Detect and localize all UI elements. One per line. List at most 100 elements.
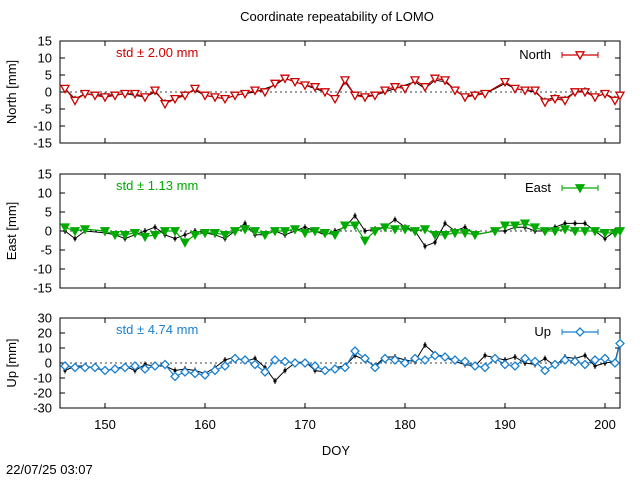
- data-point: [510, 361, 520, 371]
- timestamp: 22/07/25 03:07: [6, 462, 93, 477]
- reference-point: [503, 229, 507, 233]
- data-point: [319, 229, 331, 239]
- data-point: [499, 77, 511, 88]
- reference-point: [543, 356, 547, 361]
- data-point: [610, 358, 620, 368]
- data-point: [129, 229, 141, 239]
- data-point: [189, 230, 201, 241]
- data-point: [369, 91, 381, 101]
- data-point: [70, 362, 80, 373]
- data-point: [389, 225, 401, 235]
- data-point: [129, 89, 141, 100]
- y-axis-label: North [mm]: [4, 60, 19, 124]
- data-point: [439, 230, 451, 241]
- reference-point: [283, 368, 287, 373]
- data-point: [270, 355, 280, 365]
- data-point: [169, 227, 181, 237]
- data-point: [329, 94, 341, 105]
- data-point: [150, 361, 160, 371]
- data-point: [439, 76, 451, 86]
- data-point: [500, 359, 510, 370]
- chart-title: Coordinate repeatability of LOMO: [240, 9, 434, 24]
- data-point: [390, 355, 400, 365]
- data-point: [190, 368, 200, 379]
- data-point: [614, 91, 626, 101]
- y-tick-label: -10: [33, 371, 52, 386]
- data-point: [519, 86, 531, 96]
- data-point: [219, 230, 231, 241]
- data-point: [160, 359, 170, 370]
- data-point: [479, 89, 491, 100]
- data-point: [110, 364, 120, 374]
- data-point: [360, 353, 370, 364]
- data-point: [59, 223, 71, 233]
- data-point: [349, 221, 361, 231]
- data-point: [529, 223, 541, 233]
- data-point: [260, 367, 270, 377]
- reference-point: [303, 225, 307, 229]
- reference-point: [563, 221, 567, 225]
- y-tick-label: -10: [33, 262, 52, 277]
- data-point: [419, 225, 431, 235]
- data-point: [330, 364, 340, 374]
- data-point: [259, 88, 271, 98]
- data-point: [369, 227, 381, 237]
- data-point: [599, 229, 611, 239]
- data-point: [189, 84, 201, 94]
- data-point: [409, 76, 421, 86]
- panel-east: -15 -10 -5 0 5 10 15 East [mm] std ± 1.13 mm East: [4, 167, 626, 296]
- data-point: [410, 353, 420, 364]
- y-tick-label: 10: [38, 51, 52, 66]
- data-point: [509, 84, 521, 94]
- data-point: [520, 353, 530, 364]
- reference-point: [353, 214, 357, 218]
- data-point: [389, 83, 401, 93]
- reference-point: [73, 237, 77, 241]
- data-point: [240, 355, 250, 365]
- y-tick-label: 5: [45, 68, 52, 83]
- data-point: [519, 219, 531, 229]
- data-point: [579, 88, 591, 98]
- data-point: [380, 353, 390, 364]
- data-point: [79, 89, 91, 100]
- data-point: [499, 221, 511, 231]
- reference-point: [603, 237, 607, 241]
- data-point: [550, 359, 560, 370]
- data-point: [210, 365, 220, 376]
- legend-label: North: [519, 47, 551, 62]
- y-tick-label: 15: [38, 167, 52, 182]
- data-point: [239, 89, 251, 100]
- reference-point: [223, 358, 227, 362]
- data-point: [179, 238, 191, 248]
- y-tick-label: 10: [38, 341, 52, 356]
- data-point: [229, 227, 241, 237]
- data-point: [199, 229, 211, 239]
- data-point: [580, 359, 590, 370]
- x-tick-label: 200: [594, 417, 616, 432]
- data-point: [469, 230, 481, 241]
- data-point: [219, 94, 231, 105]
- data-point: [289, 77, 301, 88]
- data-point: [319, 88, 331, 98]
- data-point: [469, 91, 481, 101]
- x-tick-label: 150: [94, 417, 116, 432]
- data-point: [109, 91, 121, 101]
- data-point: [569, 88, 581, 98]
- data-point: [99, 93, 111, 103]
- reference-point: [443, 221, 447, 225]
- data-point: [109, 230, 121, 241]
- std-label: std ± 1.13 mm: [116, 178, 198, 193]
- data-point: [429, 74, 441, 84]
- data-point: [615, 338, 625, 349]
- data-point: [540, 365, 550, 376]
- data-point: [149, 230, 161, 241]
- data-point: [69, 96, 81, 106]
- data-point: [269, 79, 281, 89]
- std-label: std ± 2.00 mm: [116, 45, 198, 60]
- x-tick-label: 170: [294, 417, 316, 432]
- data-point: [460, 356, 470, 367]
- data-point: [310, 361, 320, 371]
- data-point: [79, 225, 91, 235]
- data-point: [490, 353, 500, 364]
- data-point: [370, 362, 380, 373]
